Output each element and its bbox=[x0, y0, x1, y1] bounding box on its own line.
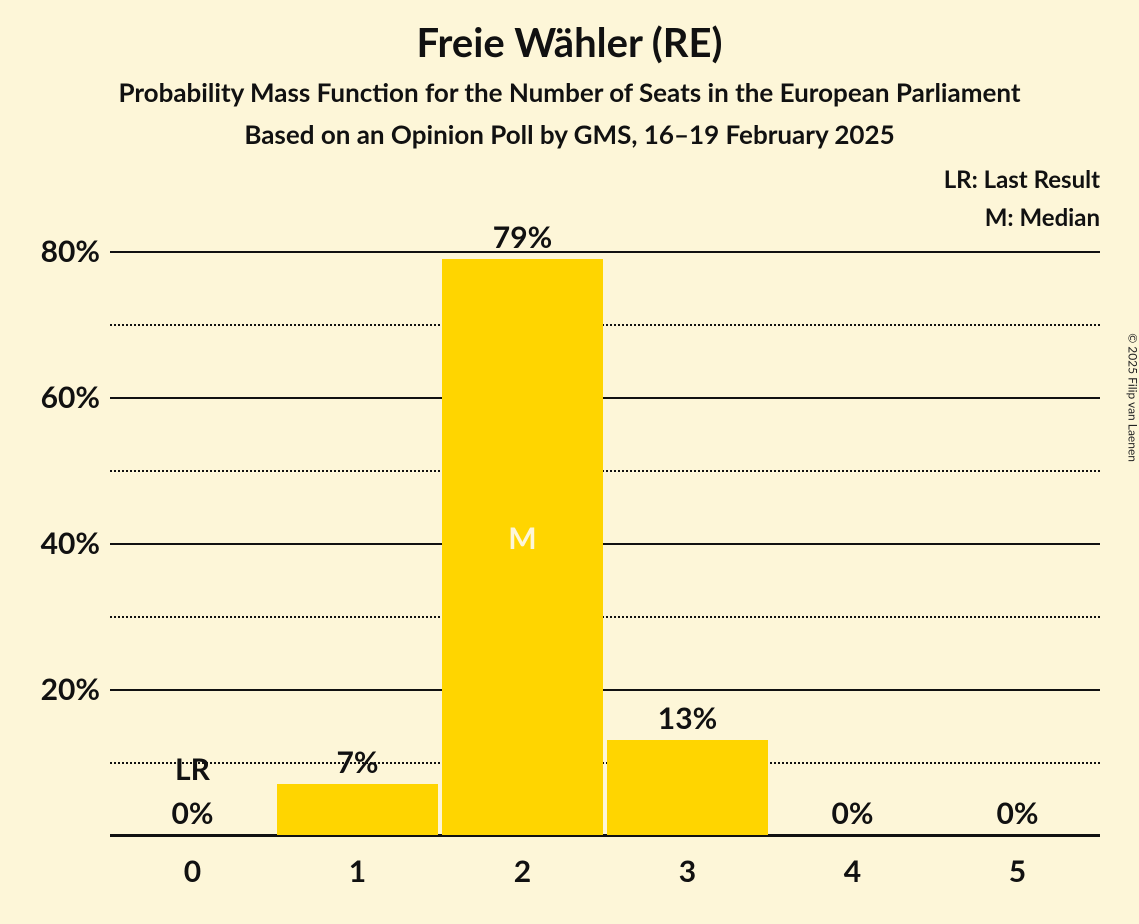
x-tick-label: 4 bbox=[770, 853, 935, 889]
bar bbox=[607, 740, 769, 835]
x-tick-label: 0 bbox=[110, 853, 275, 889]
gridline-minor bbox=[110, 470, 1100, 472]
x-tick-label: 3 bbox=[605, 853, 770, 889]
bar-value-label: 0% bbox=[110, 795, 275, 831]
gridline-major bbox=[110, 397, 1100, 399]
x-tick-label: 2 bbox=[440, 853, 605, 889]
y-tick-label: 40% bbox=[41, 525, 100, 561]
y-tick-label: 20% bbox=[41, 671, 100, 707]
y-tick-label: 60% bbox=[41, 379, 100, 415]
legend-m: M: Median bbox=[985, 203, 1100, 232]
gridline-major bbox=[110, 689, 1100, 691]
x-tick-label: 5 bbox=[935, 853, 1100, 889]
bar bbox=[277, 784, 439, 835]
chart-subtitle-1: Probability Mass Function for the Number… bbox=[0, 76, 1139, 108]
y-tick-label: 80% bbox=[41, 233, 100, 269]
x-tick-label: 1 bbox=[275, 853, 440, 889]
copyright-text: © 2025 Filip van Laenen bbox=[1126, 333, 1139, 462]
plot-area: 0%LR7%79%M13%0%0% bbox=[110, 215, 1100, 835]
legend-lr: LR: Last Result bbox=[944, 165, 1100, 194]
bar-value-label: 7% bbox=[275, 744, 440, 780]
bar-value-label: 0% bbox=[770, 795, 935, 831]
gridline-minor bbox=[110, 616, 1100, 618]
gridline-major bbox=[110, 251, 1100, 253]
gridline-minor bbox=[110, 324, 1100, 326]
bar-value-label: 0% bbox=[935, 795, 1100, 831]
x-axis-baseline bbox=[110, 834, 1100, 837]
chart-subtitle-2: Based on an Opinion Poll by GMS, 16–19 F… bbox=[0, 118, 1139, 150]
median-marker: M bbox=[442, 520, 604, 556]
bar-value-label: 13% bbox=[605, 700, 770, 736]
chart-title: Freie Wähler (RE) bbox=[0, 18, 1139, 66]
lr-marker: LR bbox=[110, 751, 275, 787]
gridline-major bbox=[110, 543, 1100, 545]
chart-root: © 2025 Filip van Laenen Freie Wähler (RE… bbox=[0, 0, 1139, 924]
bar-value-label: 79% bbox=[440, 219, 605, 255]
